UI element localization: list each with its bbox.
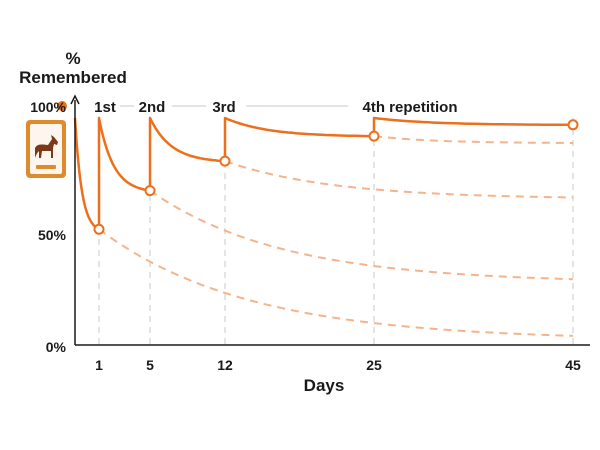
x-tick-label: 5 (146, 357, 154, 373)
x-tick-label: 45 (565, 357, 581, 373)
x-tick-label: 1 (95, 357, 103, 373)
review-point-marker (219, 155, 231, 167)
axes (70, 94, 590, 346)
review-point-marker (368, 130, 380, 142)
x-tick-label: 25 (366, 357, 382, 373)
dashed-decay-curves (98, 135, 574, 337)
dashed-decay-curve (224, 160, 573, 199)
y-axis-label: Remembered (19, 68, 127, 87)
review-point-marker (93, 223, 105, 235)
y-tick-label: 50% (38, 227, 67, 243)
repetition-label-4th: 4th repetition (362, 99, 457, 116)
y-axis-label-symbol: % (65, 49, 80, 68)
repetition-label-1st: 1st (94, 99, 116, 116)
dashed-decay-curve (98, 228, 574, 337)
review-point-marker (144, 185, 156, 197)
x-tick-label: 12 (217, 357, 233, 373)
markers (57, 101, 579, 235)
y-axis-arrow-icon (70, 94, 80, 105)
x-axis-label: Days (304, 376, 345, 395)
dashed-decay-curve (149, 189, 574, 281)
repetition-label-2nd: 2nd (139, 99, 166, 116)
repetition-label-3rd: 3rd (212, 99, 235, 116)
start-marker (57, 101, 67, 111)
horse-flashcard-icon (26, 120, 66, 178)
dashed-decay-curve (373, 135, 573, 144)
solid-retention-curve (73, 116, 573, 231)
retention-curve-line (73, 116, 573, 231)
y-tick-label: 0% (46, 339, 67, 355)
y-tick-label: 100% (30, 99, 66, 115)
review-point-marker (567, 119, 579, 131)
